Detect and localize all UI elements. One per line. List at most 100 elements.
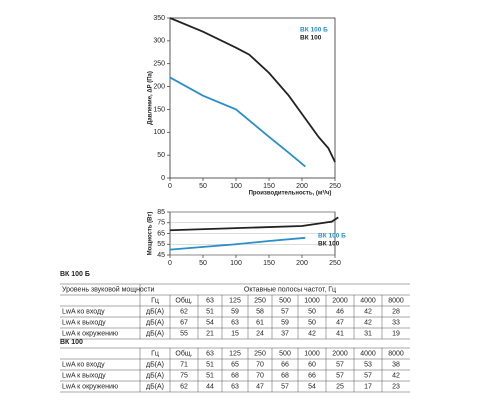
cell-value: 19 [392, 330, 400, 337]
y-axis-label: Мощность (Вт) [148, 212, 154, 256]
column-header: 1000 [304, 350, 320, 357]
cell-value: 50 [308, 308, 316, 315]
row-unit: дБ(A) [146, 319, 164, 326]
cell-value: 68 [281, 372, 289, 379]
row-unit: дБ(A) [146, 330, 164, 337]
row-label: LwA к окружению [62, 383, 118, 390]
column-header: 63 [206, 350, 214, 357]
cell-value: 65 [231, 361, 239, 368]
x-tick-label: 200 [296, 260, 308, 267]
cell-value: 33 [392, 319, 400, 326]
cell-value: 59 [281, 319, 289, 326]
cell-value: 63 [231, 319, 239, 326]
cell-value: 37 [281, 330, 289, 337]
x-tick-label: 100 [230, 183, 242, 190]
y-tick-label: 45 [157, 252, 165, 259]
line-series [169, 236, 306, 251]
column-header: Общ. [175, 296, 192, 304]
line-series [169, 76, 306, 168]
cell-value: 53 [364, 361, 372, 368]
x-tick-label: 50 [199, 183, 207, 190]
table-header: Октавные полосы частот, Гц [244, 286, 336, 293]
legend-label: ВК 100 Б [318, 233, 346, 240]
line-series [169, 17, 336, 163]
row-label: LwA к выходу [62, 372, 106, 379]
column-header: 8000 [388, 350, 404, 357]
cell-value: 50 [308, 319, 316, 326]
column-header: Гц [151, 297, 159, 304]
y-tick-label: 100 [153, 129, 165, 136]
column-header: Гц [151, 350, 159, 357]
cell-value: 15 [231, 330, 239, 337]
cell-value: 57 [281, 383, 289, 390]
x-tick-label: 50 [199, 260, 207, 267]
x-axis-label: Производительность, (м³/ч) [249, 190, 332, 197]
cell-value: 38 [392, 361, 400, 368]
cell-value: 62 [180, 308, 188, 315]
cell-value: 51 [206, 361, 214, 368]
y-tick-label: 50 [157, 152, 165, 159]
cell-value: 62 [180, 383, 188, 390]
cell-value: 44 [206, 383, 214, 390]
cell-value: 75 [180, 372, 188, 379]
x-tick-label: 200 [296, 183, 308, 190]
cell-value: 24 [256, 330, 264, 337]
y-tick-label: 250 [153, 61, 165, 68]
cell-value: 17 [364, 383, 372, 390]
y-tick-label: 85 [157, 209, 165, 216]
y-tick-label: 150 [153, 106, 165, 113]
x-tick-label: 150 [263, 183, 275, 190]
column-header: 4000 [360, 297, 376, 304]
line-series [169, 216, 339, 232]
cell-value: 47 [336, 319, 344, 326]
x-tick-label: 250 [329, 183, 341, 190]
row-label: LwA ко входу [62, 308, 105, 315]
column-header: 4000 [360, 350, 376, 357]
y-tick-label: 65 [157, 230, 165, 237]
cell-value: 57 [364, 372, 372, 379]
y-tick-label: 350 [153, 15, 165, 22]
column-header: Общ. [175, 349, 192, 357]
column-header: 500 [279, 297, 291, 304]
y-tick-label: 300 [153, 38, 165, 45]
cell-value: 63 [231, 383, 239, 390]
column-header: 250 [254, 297, 266, 304]
cell-value: 21 [206, 330, 214, 337]
cell-value: 28 [392, 308, 400, 315]
plot-frame [169, 17, 336, 179]
y-tick-label: 0 [161, 175, 165, 182]
cell-value: 66 [281, 361, 289, 368]
table-header: Уровень звуковой мощности [62, 285, 155, 293]
y-tick-label: 200 [153, 83, 165, 90]
cell-value: 51 [206, 308, 214, 315]
cell-value: 61 [256, 319, 264, 326]
y-axis-label: Давление, ΔP (Па) [148, 71, 154, 125]
column-header: 125 [229, 297, 241, 304]
cell-value: 71 [180, 361, 188, 368]
column-header: 1000 [304, 297, 320, 304]
x-tick-label: 100 [230, 260, 242, 267]
column-header: 250 [254, 350, 266, 357]
table-title: ВК 100 Б [60, 271, 90, 278]
column-header: 500 [279, 350, 291, 357]
cell-value: 70 [256, 361, 264, 368]
cell-value: 42 [364, 319, 372, 326]
cell-value: 70 [256, 372, 264, 379]
cell-value: 55 [180, 330, 188, 337]
cell-value: 60 [308, 361, 316, 368]
row-label: LwA к выходу [62, 319, 106, 326]
cell-value: 54 [206, 319, 214, 326]
legend-label: ВК 100 Б [300, 27, 328, 34]
y-tick-label: 75 [157, 220, 165, 227]
cell-value: 54 [308, 383, 316, 390]
row-unit: дБ(A) [146, 372, 164, 379]
row-unit: дБ(A) [146, 383, 164, 390]
cell-value: 25 [336, 383, 344, 390]
row-unit: дБ(A) [146, 308, 164, 315]
x-tick-label: 0 [168, 183, 172, 190]
cell-value: 57 [336, 372, 344, 379]
legend-label: ВК 100 [300, 35, 322, 42]
cell-value: 58 [256, 308, 264, 315]
cell-value: 68 [231, 372, 239, 379]
cell-value: 42 [364, 308, 372, 315]
